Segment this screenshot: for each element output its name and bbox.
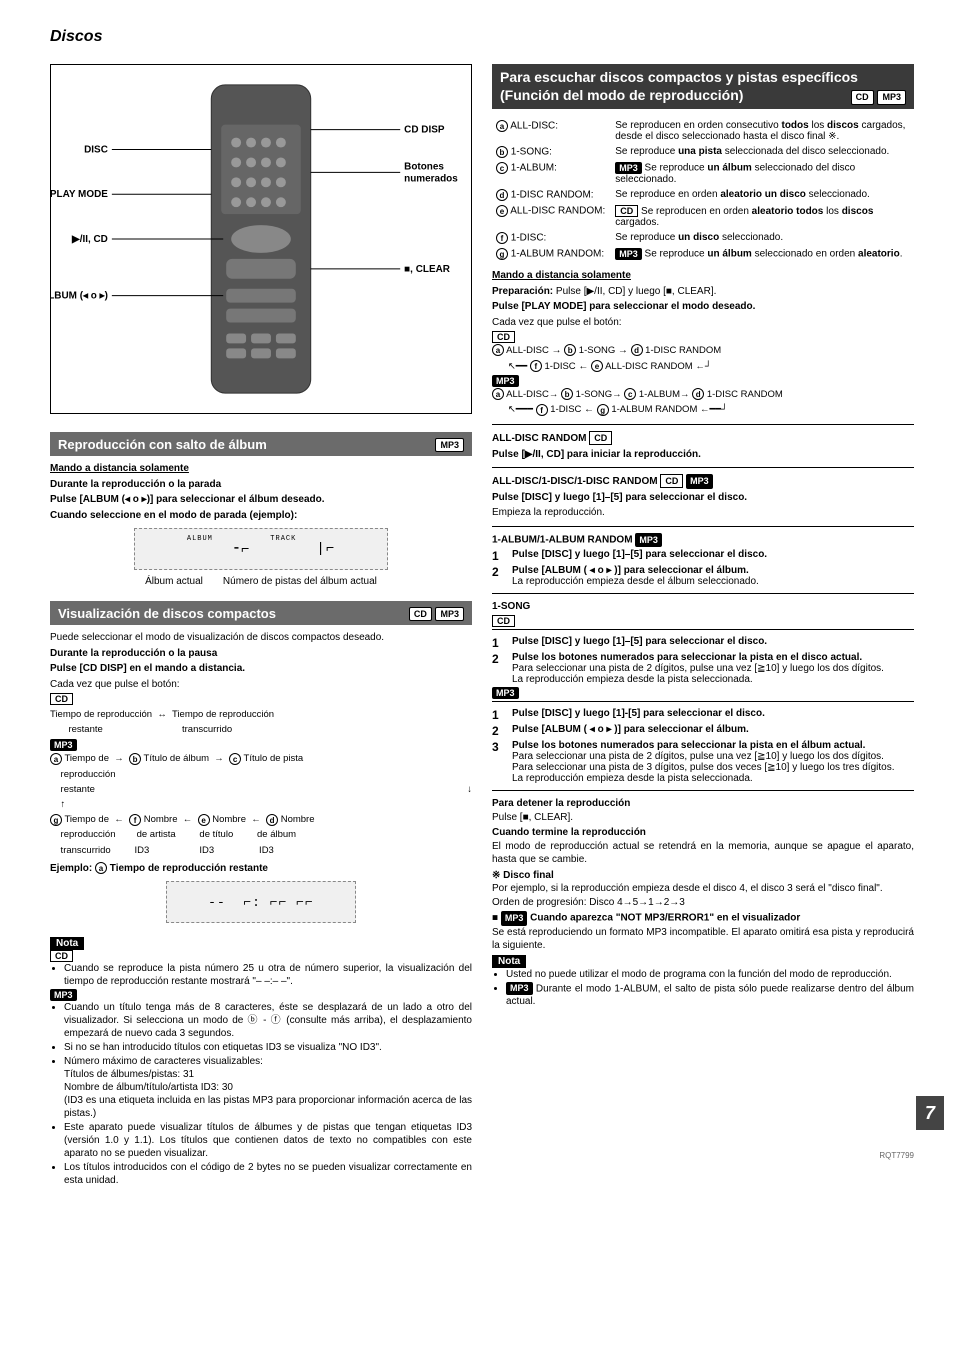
cd-badge: CD [851, 90, 874, 105]
svg-text:numerados: numerados [404, 173, 458, 184]
section-album-skip-header: Reproducción con salto de álbum MP3 [50, 432, 472, 456]
press-playmode: Pulse [PLAY MODE] para seleccionar el mo… [492, 300, 914, 314]
final-disc: ※ Disco finalPor ejemplo, si la reproduc… [492, 869, 914, 910]
one-song-mp3-s3d: La reproducción empieza desde la pista s… [512, 773, 753, 784]
one-album-h: 1-ALBUM/1-ALBUM RANDOM MP3 [492, 533, 914, 547]
section-playmode-title: Para escuchar discos compactos y pistas … [500, 69, 858, 103]
cd-flow: Tiempo de reproducción ↔ Tiempo de repro… [50, 707, 472, 737]
press-cd-disp: Pulse [CD DISP] en el mando a distancia. [50, 662, 472, 676]
mp3-badge-small: MP3 [50, 739, 77, 751]
display-example-2: -- ⌐: ⌐⌐ ⌐⌐ [166, 881, 356, 923]
svg-text:ALBUM (◂ o ▸): ALBUM (◂ o ▸) [51, 291, 108, 302]
nota2-b2: MP3 Durante el modo 1-ALBUM, el salto de… [506, 982, 914, 1009]
section-cd-display-header: Visualización de discos compactos CD MP3 [50, 601, 472, 625]
during-playback-pause: Durante la reproducción o la pausa [50, 647, 472, 661]
nota2-b1: Usted no puede utilizar el modo de progr… [506, 968, 914, 981]
stop-line: Para detener la reproducciónPulse [■, CL… [492, 797, 914, 824]
one-song-cd-s1: Pulse [DISC] y luego [1]–[5] para selecc… [512, 636, 914, 650]
caption-track: Número de pistas del álbum actual [223, 576, 377, 587]
remote-only-label: Mando a distancia solamente [50, 462, 472, 476]
playmode-modes-table: a ALL-DISC:Se reproducen en orden consec… [492, 117, 914, 263]
one-song-cd-s2: Pulse los botones numerados para selecci… [512, 652, 862, 663]
mp3-badge: MP3 [877, 90, 906, 105]
mp3-badge: MP3 [435, 438, 464, 452]
one-song-mp3-s3c: Para seleccionar una pista de 3 dígitos,… [512, 762, 895, 773]
mp3-flow-row1: a Tiempo de → b Título de álbum → c Títu… [50, 751, 472, 857]
during-playback: Durante la reproducción o la parada [50, 478, 472, 492]
cd-badge: CD [409, 607, 432, 621]
nota-label-2: Nota [492, 955, 526, 968]
press-album: Pulse [ALBUM (◂ o ▸)] para seleccionar e… [50, 493, 472, 507]
svg-text:PLAY MODE: PLAY MODE [51, 189, 108, 200]
all-disc-random-h: ALL-DISC RANDOM CD [492, 431, 914, 446]
footer-code: RQT7799 [879, 1151, 914, 1160]
list-item: Este aparato puede visualizar títulos de… [64, 1121, 472, 1160]
nota-cd-badge: CD [50, 950, 73, 962]
one-song-mp3-s3: Pulse los botones numerados para selecci… [512, 740, 865, 751]
multi-random-t1: Pulse [DISC] y luego [1]–[5] para selecc… [492, 491, 914, 505]
one-song-cd-s2b: Para seleccionar una pista de 2 dígitos,… [512, 663, 884, 674]
nota-mp3-badge: MP3 [50, 989, 77, 1001]
nota-label: Nota [50, 937, 84, 950]
svg-text:▶/II, CD: ▶/II, CD [71, 234, 108, 245]
caption-album: Álbum actual [145, 576, 203, 587]
list-item: Si no se han introducido títulos con eti… [64, 1041, 472, 1054]
mp3-cycle: a ALL-DISC→ b 1-SONG→ c 1-ALBUM→ d 1-DIS… [492, 387, 914, 418]
remote-diagram: DISC PLAY MODE ▶/II, CD ALBUM (◂ o ▸) CD… [50, 64, 472, 414]
cd-cycle: a ALL-DISC → b 1-SONG → d 1-DISC RANDOM … [492, 343, 914, 375]
list-item: Cuando un título tenga más de 8 caracter… [64, 1001, 472, 1040]
one-song-mp3-s3b: Para seleccionar una pista de 2 dígitos,… [512, 751, 884, 762]
finish-line: Cuando termine la reproducciónEl modo de… [492, 826, 914, 867]
all-disc-random-t: Pulse [▶/II, CD] para iniciar la reprodu… [492, 448, 914, 462]
cd-display-intro: Puede seleccionar el modo de visualizaci… [50, 631, 472, 645]
section-album-skip-title: Reproducción con salto de álbum [58, 437, 267, 452]
list-item: Número máximo de caracteres visualizable… [64, 1055, 472, 1120]
cd-badge-box: CD [50, 693, 73, 705]
one-song-cd-s2c: La reproducción empieza desde la pista s… [512, 674, 753, 685]
mp3-badge: MP3 [435, 607, 464, 621]
svg-text:DISC: DISC [84, 144, 108, 155]
one-album-s2b: La reproducción empieza desde el álbum s… [512, 576, 759, 587]
one-album-s1: Pulse [DISC] y luego [1]–[5] para selecc… [512, 549, 914, 563]
svg-text:CD DISP: CD DISP [404, 125, 445, 136]
display-example-1: ALBUM⁃⌐ TRACK|⌐ [134, 528, 387, 570]
preparation-line: Preparación: Pulse [▶/II, CD] y luego [■… [492, 285, 914, 299]
cd-badge-box2: CD [492, 331, 515, 343]
nota-cd-bullet: Cuando se reproduce la pista número 25 u… [64, 962, 472, 988]
list-item: Los títulos introducidos con el código d… [64, 1161, 472, 1187]
svg-text:Botones: Botones [404, 161, 444, 172]
multi-random-t2: Empieza la reproducción. [492, 506, 914, 520]
one-song-mp3-badge: MP3 [492, 687, 519, 699]
example-label: Ejemplo: a Tiempo de reproducción restan… [50, 862, 472, 876]
page-title: Discos [50, 28, 914, 46]
svg-text:■, CLEAR: ■, CLEAR [404, 264, 450, 275]
one-song-h: 1-SONG [492, 600, 914, 614]
nota-mp3-bullets: Cuando un título tenga más de 8 caracter… [50, 1001, 472, 1187]
one-song-cd-badge: CD [492, 615, 515, 627]
remote-only-label: Mando a distancia solamente [492, 269, 914, 283]
section-cd-display-title: Visualización de discos compactos [58, 606, 276, 621]
one-album-s2: Pulse [ALBUM ( ◂ o ▸ )] para seleccionar… [512, 565, 749, 576]
each-press: Cada vez que pulse el botón: [50, 678, 472, 692]
each-press2: Cada vez que pulse el botón: [492, 316, 914, 330]
section-playmode-header: Para escuchar discos compactos y pistas … [492, 64, 914, 109]
when-select: Cuando seleccione en el modo de parada (… [50, 509, 472, 523]
one-song-mp3-s1: Pulse [DISC] y luego [1]-[5] para selecc… [512, 708, 914, 722]
error-line: ■ MP3 Cuando aparezca "NOT MP3/ERROR1" e… [492, 911, 914, 952]
page-number: 7 [916, 1096, 944, 1130]
multi-random-h: ALL-DISC/1-DISC/1-DISC RANDOM CD MP3 [492, 474, 914, 489]
mp3-badge-box2: MP3 [492, 375, 519, 387]
one-song-mp3-s2: Pulse [ALBUM ( ◂ o ▸ )] para seleccionar… [512, 724, 914, 738]
